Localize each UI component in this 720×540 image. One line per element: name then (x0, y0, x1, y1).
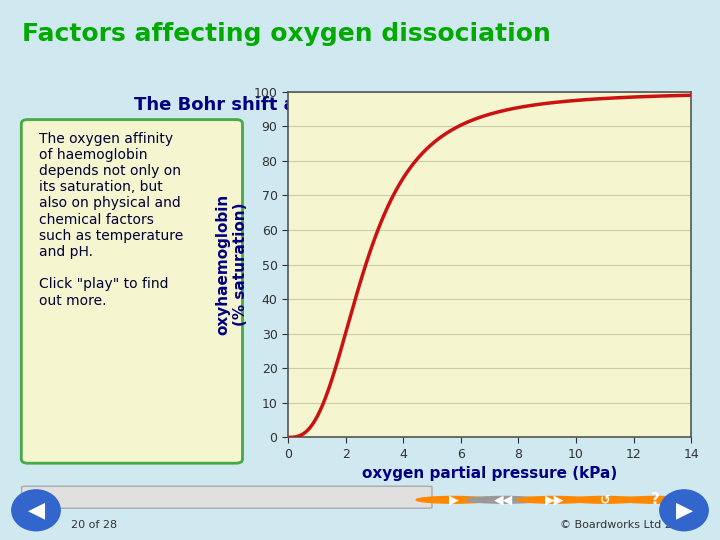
Circle shape (467, 496, 541, 503)
Circle shape (618, 496, 693, 503)
Text: ▶: ▶ (675, 500, 693, 521)
Text: ▶▶: ▶▶ (545, 494, 564, 507)
Text: 20 of 28: 20 of 28 (71, 520, 117, 530)
Text: ?: ? (651, 492, 660, 507)
Text: Factors affecting oxygen dissociation: Factors affecting oxygen dissociation (22, 22, 551, 46)
Text: ▶: ▶ (449, 494, 459, 507)
Text: The Bohr shift and temperature dependence: The Bohr shift and temperature dependenc… (135, 96, 585, 113)
Circle shape (416, 496, 491, 503)
Circle shape (12, 490, 60, 531)
Text: The oxygen affinity
of haemoglobin
depends not only on
its saturation, but
also : The oxygen affinity of haemoglobin depen… (39, 132, 183, 308)
Text: ◀◀: ◀◀ (495, 494, 513, 507)
Circle shape (660, 490, 708, 531)
Circle shape (517, 496, 592, 503)
X-axis label: oxygen partial pressure (kPa): oxygen partial pressure (kPa) (362, 467, 617, 481)
FancyBboxPatch shape (22, 119, 243, 463)
Text: ◀: ◀ (27, 500, 45, 521)
FancyBboxPatch shape (22, 486, 432, 508)
Text: ↺: ↺ (600, 494, 610, 507)
Circle shape (567, 496, 642, 503)
Y-axis label: oxyhaemoglobin
(% saturation): oxyhaemoglobin (% saturation) (216, 194, 248, 335)
Text: © Boardworks Ltd 2008: © Boardworks Ltd 2008 (560, 520, 693, 530)
